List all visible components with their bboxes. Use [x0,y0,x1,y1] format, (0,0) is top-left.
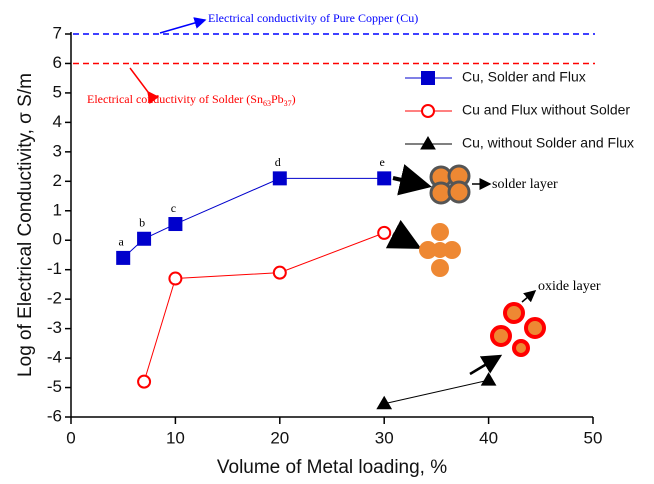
point-label: a [119,235,125,249]
series-line [384,380,488,404]
arrow [393,178,428,186]
x-tick-label: 0 [66,428,75,447]
y-tick-label: 7 [53,23,62,42]
annotation: solder layer [492,177,558,192]
marker [138,376,150,388]
x-tick-label: 10 [166,428,185,447]
chart: solder layer oxide layer Volume of Metal… [0,0,654,484]
arrow [393,234,418,247]
legend-item: Cu, Solder and Flux [405,69,586,85]
reference-label: Electrical conductivity of Pure Copper (… [208,11,418,25]
y-tick-label: -4 [47,348,62,367]
arrow [130,68,148,92]
marker [273,172,286,185]
y-tick-label: 5 [53,82,62,101]
marker [117,251,130,264]
y-tick-label: 2 [53,171,62,190]
y-tick-label: -5 [47,377,62,396]
legend-item: Cu and Flux without Solder [405,102,630,118]
oxide-particles [492,304,544,355]
arrow [470,356,500,374]
y-tick-label: 1 [53,200,62,219]
x-axis-title: Volume of Metal loading, % [217,457,447,478]
legend-label: Cu and Flux without Solder [462,102,630,118]
point-label: b [139,216,145,230]
point-label: d [275,155,281,169]
x-tick-label: 40 [479,428,498,447]
y-tick-label: 6 [53,53,62,72]
marker [169,273,181,285]
annotation: oxide layer [538,279,601,294]
marker [378,227,390,239]
label-part: 37 [284,99,292,108]
legend-label: Cu, Solder and Flux [462,69,586,85]
x-tick-label: 20 [270,428,289,447]
legend-label: Cu, without Solder and Flux [462,135,634,151]
marker [378,172,391,185]
reference-label: Electrical conductivity of Solder (Sn63P… [87,92,296,108]
label-part: Electrical conductivity of Solder (Sn [87,92,263,106]
series-line [144,233,384,382]
series-line [123,178,384,258]
marker [138,232,151,245]
y-axis-title: Log of Electrical Conductivity, σ S/m [15,73,36,377]
solder-particles [431,166,469,203]
x-tick-label: 30 [375,428,394,447]
marker [274,267,286,279]
x-tick-label: 50 [584,428,603,447]
label-part: Pb [271,92,284,106]
label-part: Electrical conductivity of Pure Copper (… [208,11,418,25]
legend-item: Cu, without Solder and Flux [405,135,634,151]
y-tick-label: 4 [53,112,62,131]
particles [419,223,461,277]
y-tick-label: -3 [47,318,62,337]
marker [422,105,434,117]
marker [421,137,435,149]
point-label: c [171,201,176,215]
arrow [522,291,535,302]
y-tick-label: -6 [47,406,62,425]
y-tick-label: -1 [47,259,62,278]
marker [422,72,435,85]
y-tick-label: -2 [47,289,62,308]
label-part: ) [292,92,296,106]
marker [482,373,496,385]
y-tick-label: 0 [53,230,62,249]
marker [169,218,182,231]
y-tick-label: 3 [53,141,62,160]
label-part: 63 [263,99,271,108]
point-label: e [380,155,385,169]
arrow [160,20,205,33]
